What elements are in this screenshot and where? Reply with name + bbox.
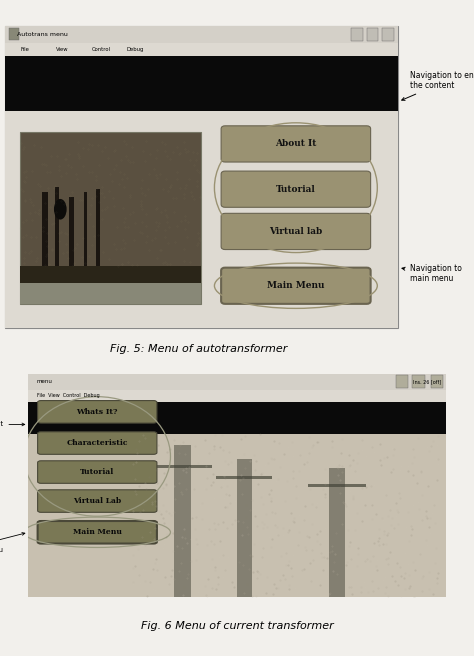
Bar: [351, 28, 363, 41]
Text: Navigation to enter
the content: Navigation to enter the content: [401, 71, 474, 100]
Bar: [154, 464, 212, 468]
Text: Fig. 5: Menu of autotransformer: Fig. 5: Menu of autotransformer: [110, 344, 288, 354]
Bar: [28, 390, 446, 401]
Bar: [69, 197, 74, 266]
Bar: [84, 192, 87, 266]
Text: Fig. 6 Menu of current transformer: Fig. 6 Menu of current transformer: [141, 621, 333, 632]
Text: Main Menu: Main Menu: [73, 528, 122, 536]
Bar: [308, 483, 366, 487]
Bar: [5, 56, 398, 111]
Bar: [28, 401, 446, 434]
Text: Virtual lab: Virtual lab: [269, 227, 322, 236]
Bar: [28, 434, 446, 597]
Text: Tutorial: Tutorial: [276, 185, 316, 194]
Text: File  View  Control  Debug: File View Control Debug: [37, 393, 100, 398]
Bar: [5, 26, 398, 43]
Bar: [9, 28, 18, 41]
Bar: [5, 43, 398, 56]
Text: menu: menu: [37, 379, 53, 384]
Text: Control: Control: [91, 47, 110, 52]
Bar: [174, 445, 191, 597]
Text: Virtual Lab: Virtual Lab: [73, 497, 121, 505]
FancyBboxPatch shape: [221, 213, 371, 249]
FancyBboxPatch shape: [37, 521, 157, 544]
FancyBboxPatch shape: [37, 432, 157, 455]
Bar: [5, 111, 398, 328]
Text: Debug: Debug: [127, 47, 144, 52]
Text: Navigation to main menu: Navigation to main menu: [0, 533, 25, 553]
Text: Main Menu: Main Menu: [267, 281, 325, 290]
Bar: [20, 132, 201, 304]
Bar: [237, 459, 252, 597]
Bar: [367, 28, 378, 41]
Text: About It: About It: [275, 140, 317, 148]
Text: Tutorial: Tutorial: [80, 468, 114, 476]
Bar: [329, 468, 346, 597]
FancyBboxPatch shape: [221, 171, 371, 207]
Text: Whats It?: Whats It?: [76, 408, 118, 416]
Bar: [216, 476, 273, 480]
FancyBboxPatch shape: [37, 490, 157, 512]
Bar: [42, 192, 47, 266]
Text: View: View: [56, 47, 68, 52]
Bar: [28, 374, 446, 390]
Bar: [97, 189, 100, 266]
Bar: [20, 283, 201, 304]
Text: File: File: [20, 47, 29, 52]
Text: Autotrans menu: Autotrans menu: [17, 32, 67, 37]
Bar: [431, 375, 444, 388]
FancyBboxPatch shape: [37, 461, 157, 483]
Bar: [412, 375, 425, 388]
Bar: [55, 187, 59, 266]
Bar: [20, 266, 201, 304]
FancyBboxPatch shape: [37, 401, 157, 423]
FancyBboxPatch shape: [221, 268, 371, 304]
Text: Ins. 26 [off]: Ins. 26 [off]: [413, 379, 441, 384]
Text: Navigation to
main menu: Navigation to main menu: [402, 264, 462, 283]
Ellipse shape: [54, 199, 67, 220]
FancyBboxPatch shape: [221, 126, 371, 162]
Bar: [383, 28, 394, 41]
Text: Characteristic: Characteristic: [66, 439, 128, 447]
Bar: [395, 375, 408, 388]
Text: Navigation to content: Navigation to content: [0, 421, 25, 428]
